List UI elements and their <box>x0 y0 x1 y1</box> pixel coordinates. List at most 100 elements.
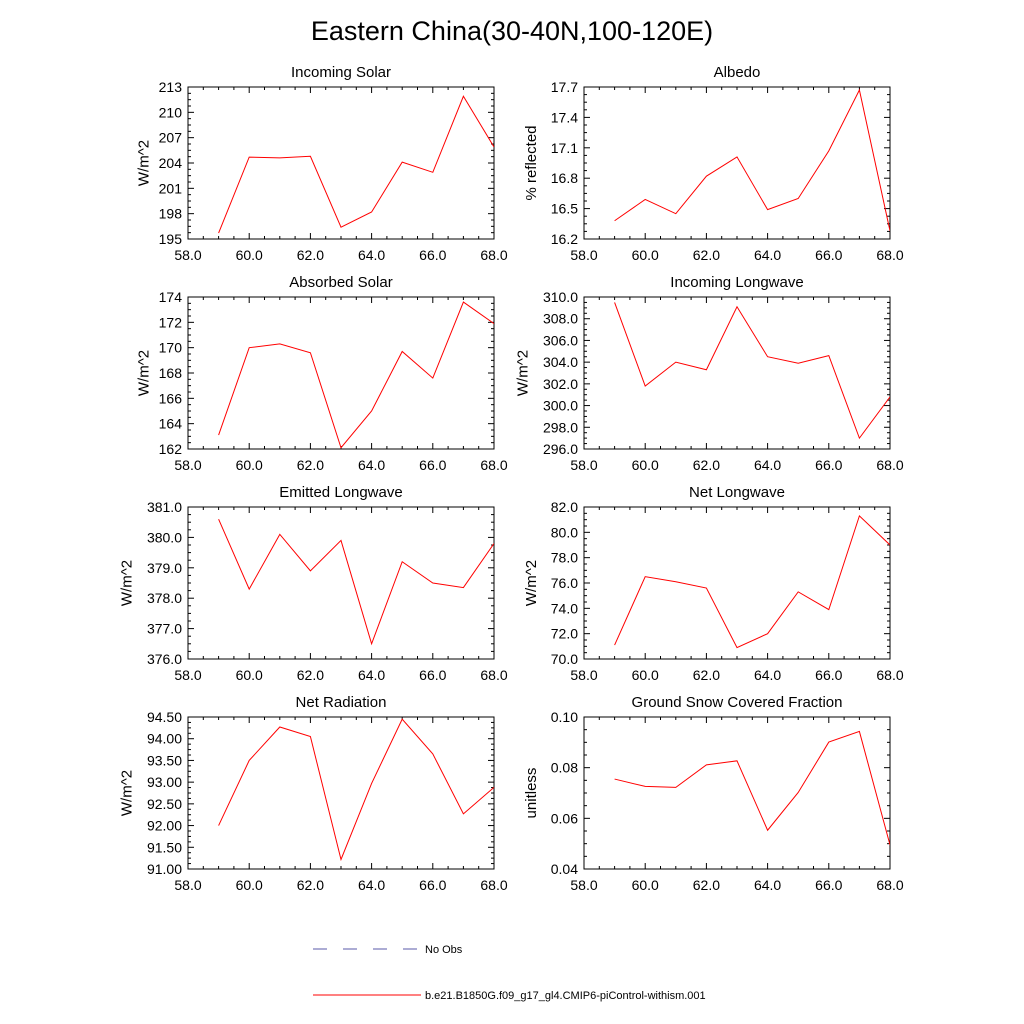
y-axis-label: W/m^2 <box>515 350 532 396</box>
panel-5: 58.0 60.0 62.0 64.0 66.0 68.0 376.0 377.0 378.0 3… <box>119 484 508 683</box>
x-tick-label: 66.0 <box>419 457 446 473</box>
y-tick-label: 174 <box>159 289 183 305</box>
legend: No Obs b.e21.B1850G.f09_g17_gl4.CMIP6-piC… <box>313 944 706 1002</box>
y-tick-label: 164 <box>159 416 183 432</box>
y-axis-label: W/m^2 <box>119 560 136 606</box>
x-tick-label: 68.0 <box>876 877 903 893</box>
panel-title: Absorbed Solar <box>289 274 392 291</box>
x-tick-label: 64.0 <box>754 457 781 473</box>
y-tick-label: 17.4 <box>551 109 578 125</box>
x-tick-label: 66.0 <box>815 877 842 893</box>
x-tick-label: 58.0 <box>174 247 201 263</box>
x-tick-label: 58.0 <box>174 667 201 683</box>
panel-title: Incoming Solar <box>291 64 391 81</box>
y-tick-label: 379.0 <box>147 560 182 576</box>
panel-1: 58.0 60.0 62.0 64.0 66.0 68.0 195 198 201 204 207 2… <box>136 64 508 263</box>
y-tick-label: 74.0 <box>551 600 578 616</box>
x-tick-label: 60.0 <box>236 877 263 893</box>
y-tick-label: 376.0 <box>147 651 182 667</box>
y-tick-label: 172 <box>159 314 183 330</box>
y-tick-label: 0.08 <box>551 760 578 776</box>
x-tick-label: 66.0 <box>815 457 842 473</box>
y-tick-label: 207 <box>159 130 183 146</box>
y-tick-label: 310.0 <box>543 289 578 305</box>
y-axis-label: unitless <box>523 768 540 819</box>
x-tick-label: 58.0 <box>570 247 597 263</box>
y-tick-label: 210 <box>159 104 183 120</box>
y-tick-label: 94.00 <box>147 731 182 747</box>
series-line <box>614 730 890 846</box>
y-tick-label: 308.0 <box>543 311 578 327</box>
x-tick-label: 68.0 <box>876 247 903 263</box>
x-tick-label: 62.0 <box>693 877 720 893</box>
y-tick-label: 296.0 <box>543 441 578 457</box>
legend-label: b.e21.B1850G.f09_g17_gl4.CMIP6-piControl… <box>425 990 706 1002</box>
y-tick-label: 306.0 <box>543 332 578 348</box>
x-tick-label: 62.0 <box>693 457 720 473</box>
y-tick-label: 17.7 <box>551 79 578 95</box>
y-axis-label: W/m^2 <box>136 350 153 396</box>
y-tick-label: 92.00 <box>147 818 182 834</box>
y-axis-label: W/m^2 <box>119 770 136 816</box>
x-tick-label: 64.0 <box>754 667 781 683</box>
panel-title: Net Radiation <box>296 694 387 711</box>
panel-title: Albedo <box>714 64 761 81</box>
x-tick-label: 68.0 <box>480 247 507 263</box>
panels: 58.0 60.0 62.0 64.0 66.0 68.0 195 198 201 204 207 2… <box>119 64 904 893</box>
x-tick-label: 66.0 <box>815 247 842 263</box>
y-axis-label: W/m^2 <box>136 140 153 186</box>
x-tick-label: 62.0 <box>297 877 324 893</box>
x-tick-label: 66.0 <box>815 667 842 683</box>
y-tick-label: 16.8 <box>551 170 578 186</box>
y-tick-label: 378.0 <box>147 590 182 606</box>
x-tick-label: 68.0 <box>480 877 507 893</box>
plot-frame <box>187 296 495 450</box>
x-tick-label: 64.0 <box>358 247 385 263</box>
y-tick-label: 0.10 <box>551 709 578 725</box>
y-tick-label: 204 <box>159 155 183 171</box>
panel-8: 58.0 60.0 62.0 64.0 66.0 68.0 0.04 0.06 0.08 0.10… <box>523 694 904 893</box>
x-tick-label: 60.0 <box>632 877 659 893</box>
x-tick-label: 58.0 <box>570 457 597 473</box>
y-tick-label: 94.50 <box>147 709 182 725</box>
x-tick-label: 62.0 <box>297 667 324 683</box>
y-tick-label: 91.00 <box>147 861 182 877</box>
x-tick-label: 66.0 <box>419 667 446 683</box>
y-tick-label: 168 <box>159 365 183 381</box>
y-tick-label: 76.0 <box>551 575 578 591</box>
series-line <box>614 514 890 649</box>
x-tick-label: 64.0 <box>358 457 385 473</box>
x-tick-label: 68.0 <box>480 457 507 473</box>
x-tick-label: 58.0 <box>570 877 597 893</box>
y-tick-label: 300.0 <box>543 398 578 414</box>
x-tick-label: 60.0 <box>632 457 659 473</box>
x-tick-label: 62.0 <box>297 457 324 473</box>
x-tick-label: 62.0 <box>693 667 720 683</box>
series-line <box>614 302 890 440</box>
x-tick-label: 66.0 <box>419 247 446 263</box>
y-tick-label: 201 <box>159 180 183 196</box>
plot-frame <box>187 86 495 240</box>
series-line <box>218 718 494 862</box>
y-tick-label: 80.0 <box>551 524 578 540</box>
x-tick-label: 58.0 <box>570 667 597 683</box>
x-tick-label: 64.0 <box>358 667 385 683</box>
x-tick-label: 66.0 <box>419 877 446 893</box>
y-tick-label: 381.0 <box>147 499 182 515</box>
y-tick-label: 70.0 <box>551 651 578 667</box>
y-tick-label: 17.1 <box>551 140 578 156</box>
x-tick-label: 60.0 <box>236 457 263 473</box>
legend-label: No Obs <box>425 944 463 956</box>
panel-7: 58.0 60.0 62.0 64.0 66.0 68.0 91.00 91.50 92.00 9… <box>119 694 508 893</box>
panel-title: Ground Snow Covered Fraction <box>632 694 843 711</box>
x-tick-label: 60.0 <box>236 667 263 683</box>
series-line <box>218 301 494 449</box>
x-tick-label: 60.0 <box>236 247 263 263</box>
x-tick-label: 62.0 <box>693 247 720 263</box>
y-tick-label: 298.0 <box>543 419 578 435</box>
panel-6: 58.0 60.0 62.0 64.0 66.0 68.0 70.0 72.0 74.0 76.0… <box>523 484 904 683</box>
series-line <box>218 518 494 646</box>
panel-title: Incoming Longwave <box>670 274 803 291</box>
y-tick-label: 304.0 <box>543 354 578 370</box>
